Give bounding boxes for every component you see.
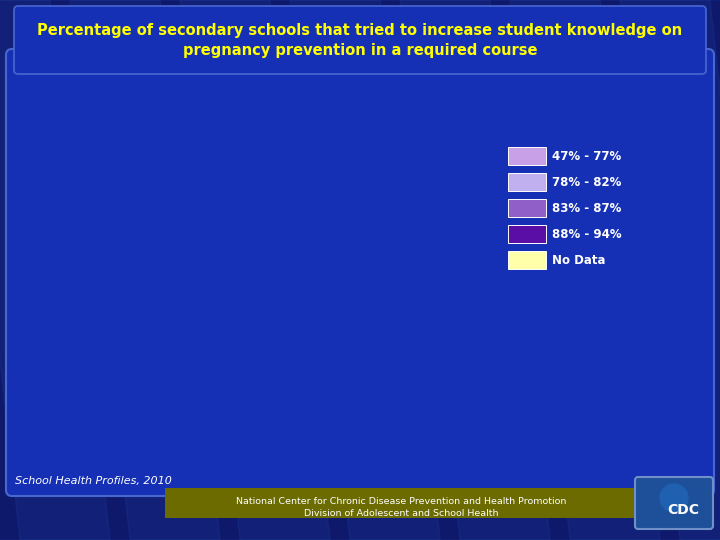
Text: 83% - 87%: 83% - 87%	[552, 201, 621, 214]
Text: pregnancy prevention in a required course: pregnancy prevention in a required cours…	[183, 43, 537, 57]
Text: Percentage of secondary schools that tried to increase student knowledge on: Percentage of secondary schools that tri…	[37, 24, 683, 38]
Polygon shape	[70, 0, 330, 540]
FancyBboxPatch shape	[635, 477, 713, 529]
Bar	[508, 251, 546, 269]
Polygon shape	[0, 0, 220, 540]
Text: CDC: CDC	[667, 503, 699, 517]
FancyBboxPatch shape	[14, 6, 706, 74]
Bar	[508, 225, 546, 243]
Text: National Center for Chronic Disease Prevention and Health Promotion: National Center for Chronic Disease Prev…	[236, 496, 566, 505]
FancyBboxPatch shape	[6, 49, 714, 496]
Text: Map error:
No module named 'cartopy': Map error: No module named 'cartopy'	[180, 258, 335, 280]
Polygon shape	[400, 0, 660, 540]
Polygon shape	[290, 0, 550, 540]
Polygon shape	[660, 484, 688, 512]
Text: No Data: No Data	[552, 253, 606, 267]
Polygon shape	[0, 0, 110, 540]
Bar	[165, 488, 637, 518]
Text: Division of Adolescent and School Health: Division of Adolescent and School Health	[304, 509, 498, 517]
Bar	[508, 147, 546, 165]
Polygon shape	[180, 0, 440, 540]
Text: 78% - 82%: 78% - 82%	[552, 176, 621, 188]
Text: 47% - 77%: 47% - 77%	[552, 150, 621, 163]
Text: School Health Profiles, 2010: School Health Profiles, 2010	[15, 476, 172, 486]
Bar	[508, 199, 546, 217]
Polygon shape	[620, 0, 720, 540]
Bar	[508, 173, 546, 191]
Text: 88% - 94%: 88% - 94%	[552, 227, 621, 240]
Polygon shape	[510, 0, 720, 540]
